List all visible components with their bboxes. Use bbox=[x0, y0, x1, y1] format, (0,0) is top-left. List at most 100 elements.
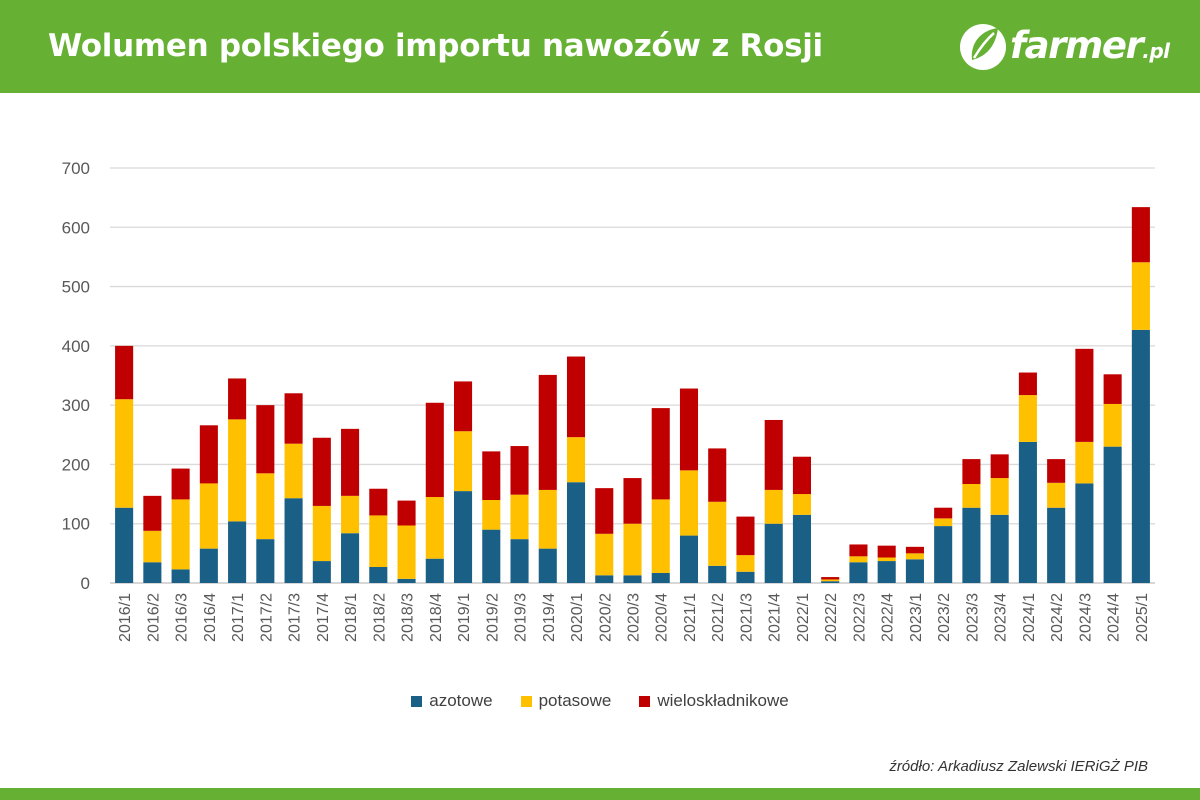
x-tick-label: 2018/3 bbox=[400, 593, 417, 642]
y-tick-label: 200 bbox=[62, 455, 90, 474]
bar-segment-wieloskadnikowe bbox=[510, 446, 529, 495]
x-tick-label: 2016/2 bbox=[145, 593, 162, 642]
bar-segment-potasowe bbox=[312, 505, 331, 562]
bar-segment-azotowe bbox=[312, 561, 331, 583]
x-tick-label: 2020/3 bbox=[626, 593, 643, 642]
bar-segment-potasowe bbox=[1047, 482, 1066, 508]
bar-segment-wieloskadnikowe bbox=[877, 545, 896, 558]
bar-segment-azotowe bbox=[115, 507, 134, 583]
x-tick-label: 2024/4 bbox=[1106, 593, 1123, 642]
bar-segment-wieloskadnikowe bbox=[256, 405, 275, 474]
bar-segment-wieloskadnikowe bbox=[623, 478, 642, 524]
bar-segment-wieloskadnikowe bbox=[651, 408, 670, 500]
bar-segment-azotowe bbox=[962, 507, 981, 583]
bar-segment-wieloskadnikowe bbox=[143, 495, 162, 531]
bar-segment-potasowe bbox=[1131, 262, 1150, 330]
legend-swatch-wieloskladnikowe bbox=[639, 695, 651, 707]
leaf-icon bbox=[960, 24, 1006, 70]
x-tick-label: 2022/3 bbox=[851, 593, 868, 642]
bar-segment-wieloskadnikowe bbox=[679, 388, 699, 471]
bar-segment-azotowe bbox=[482, 529, 501, 583]
bar-segment-potasowe bbox=[510, 494, 529, 540]
bar-segment-potasowe bbox=[143, 530, 162, 563]
legend-swatch-potasowe bbox=[520, 695, 532, 707]
x-tick-label: 2022/1 bbox=[795, 593, 812, 642]
y-tick-label: 100 bbox=[62, 515, 90, 534]
bar-segment-potasowe bbox=[369, 515, 388, 567]
bar-segment-potasowe bbox=[623, 523, 642, 576]
bar-segment-potasowe bbox=[115, 399, 134, 508]
bar-segment-azotowe bbox=[369, 566, 388, 583]
bar-segment-wieloskadnikowe bbox=[736, 516, 755, 556]
y-tick-label: 400 bbox=[62, 337, 90, 356]
x-tick-label: 2019/1 bbox=[456, 593, 473, 642]
bar-segment-potasowe bbox=[990, 478, 1009, 515]
logo-tld: .pl bbox=[1142, 39, 1170, 63]
bar-segment-wieloskadnikowe bbox=[454, 381, 473, 432]
bar-segment-azotowe bbox=[199, 548, 218, 583]
header-bar: Wolumen polskiego importu nawozów z Rosj… bbox=[0, 0, 1200, 93]
legend-item-wieloskladnikowe: wieloskładnikowe bbox=[639, 691, 789, 711]
y-tick-label: 600 bbox=[62, 218, 90, 237]
bar-segment-azotowe bbox=[595, 575, 614, 583]
bar-segment-azotowe bbox=[1047, 507, 1066, 583]
x-tick-label: 2017/4 bbox=[315, 593, 332, 642]
legend-label-azotowe: azotowe bbox=[429, 691, 493, 710]
x-tick-label: 2020/4 bbox=[654, 593, 671, 642]
bar-segment-azotowe bbox=[821, 581, 840, 583]
chart-legend: azotowe potasowe wieloskładnikowe bbox=[0, 691, 1200, 711]
bar-segment-potasowe bbox=[341, 495, 360, 534]
bar-segment-wieloskadnikowe bbox=[228, 378, 247, 420]
bar-segment-wieloskadnikowe bbox=[1131, 207, 1150, 263]
x-tick-label: 2016/1 bbox=[117, 593, 134, 642]
bar-segment-azotowe bbox=[566, 482, 586, 583]
bar-segment-wieloskadnikowe bbox=[708, 448, 727, 502]
chart-area: 0 100 200 300 400 500 600 700 2016/1 2016/2 2016/3… bbox=[0, 93, 1200, 788]
bar-segment-potasowe bbox=[454, 431, 473, 492]
bar-segment-azotowe bbox=[143, 562, 162, 583]
bar-segment-azotowe bbox=[1018, 441, 1037, 583]
bar-segment-wieloskadnikowe bbox=[962, 459, 981, 484]
bar-segment-potasowe bbox=[199, 483, 218, 549]
bar-segment-azotowe bbox=[538, 548, 557, 583]
bar-segment-potasowe bbox=[228, 419, 247, 522]
x-tick-label: 2024/1 bbox=[1021, 593, 1038, 642]
bar-segment-potasowe bbox=[877, 557, 896, 562]
bar-segment-potasowe bbox=[256, 473, 275, 540]
bar-segment-azotowe bbox=[934, 526, 953, 583]
bar-segment-potasowe bbox=[905, 553, 924, 560]
bar-segment-wieloskadnikowe bbox=[1018, 372, 1037, 396]
x-tick-label: 2017/2 bbox=[258, 593, 275, 642]
bar-segment-azotowe bbox=[1103, 446, 1122, 583]
stacked-bar-chart: 0 100 200 300 400 500 600 700 2016/1 2016/2 2016/3… bbox=[62, 159, 1155, 642]
bar-segment-wieloskadnikowe bbox=[369, 488, 388, 516]
page-title: Wolumen polskiego importu nawozów z Rosj… bbox=[48, 28, 823, 64]
bar-segment-wieloskadnikowe bbox=[792, 456, 811, 495]
bar-segment-azotowe bbox=[792, 514, 811, 583]
y-tick-label: 500 bbox=[62, 278, 90, 297]
bar-segment-potasowe bbox=[566, 437, 586, 483]
x-tick-label: 2019/4 bbox=[541, 593, 558, 642]
bar-segment-azotowe bbox=[849, 562, 868, 583]
farmer-logo[interactable]: farmer.pl bbox=[958, 18, 1170, 78]
x-tick-label: 2021/3 bbox=[738, 593, 755, 642]
bar-segment-azotowe bbox=[1131, 329, 1150, 583]
logo-text: farmer.pl bbox=[1010, 24, 1170, 67]
x-tick-label: 2020/2 bbox=[597, 593, 614, 642]
bar-segment-potasowe bbox=[1103, 403, 1122, 447]
x-tick-label: 2018/1 bbox=[343, 593, 360, 642]
bar-segment-azotowe bbox=[623, 575, 642, 583]
bar-segment-wieloskadnikowe bbox=[425, 402, 444, 498]
bar-segment-wieloskadnikowe bbox=[1103, 374, 1122, 404]
footer-bar bbox=[0, 788, 1200, 800]
x-tick-label: 2023/2 bbox=[936, 593, 953, 642]
x-tick-label: 2018/2 bbox=[371, 593, 388, 642]
source-note: źródło: Arkadiusz Zalewski IERiGŻ PIB bbox=[889, 758, 1148, 775]
y-tick-label: 700 bbox=[62, 159, 90, 178]
x-tick-label: 2021/2 bbox=[710, 593, 727, 642]
legend-item-potasowe: potasowe bbox=[520, 691, 611, 711]
x-tick-label: 2023/3 bbox=[964, 593, 981, 642]
bar-segment-azotowe bbox=[651, 572, 670, 583]
x-tick-label: 2016/3 bbox=[174, 593, 191, 642]
bar-segment-potasowe bbox=[821, 579, 840, 582]
